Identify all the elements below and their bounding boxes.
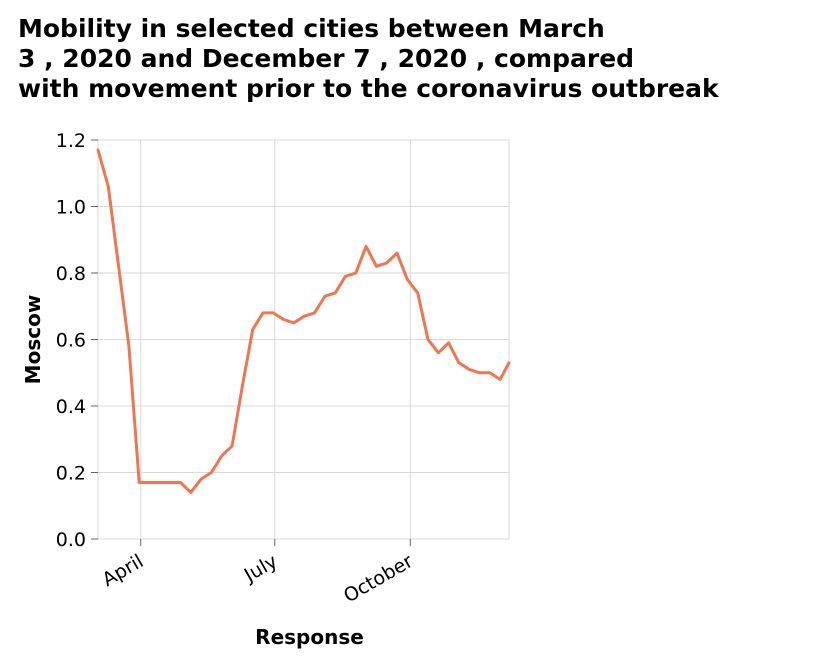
y-tick-label: 1.2 [56,130,86,152]
y-axis-title: Moscow [21,295,45,385]
series-line [96,148,511,494]
y-tick-label: 0.2 [56,463,86,485]
x-tick-label: July [240,550,281,587]
y-tick-label: 0.4 [56,396,86,418]
x-axis-title: Response [255,625,364,649]
chart-title: Mobility in selected cities between Marc… [18,14,719,103]
y-tick-label: 1.0 [56,197,86,219]
y-tick-label: 0.0 [56,529,86,551]
x-tick-label: April [99,550,148,591]
y-tick-label: 0.8 [56,263,86,285]
x-tick-label: October [340,550,417,607]
y-tick-label: 0.6 [56,330,86,352]
